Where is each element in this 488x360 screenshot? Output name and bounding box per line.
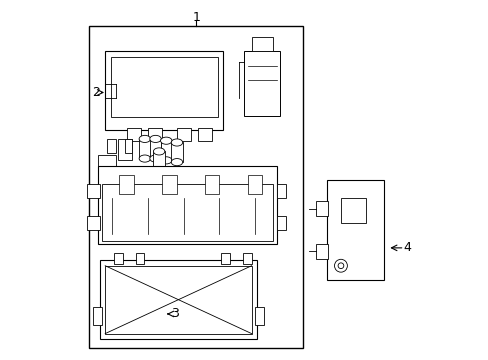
Bar	[148, 128, 162, 141]
Ellipse shape	[139, 135, 150, 143]
Bar	[110, 57, 217, 117]
Ellipse shape	[160, 157, 172, 164]
Ellipse shape	[153, 167, 164, 175]
Bar	[315, 244, 328, 258]
Ellipse shape	[160, 137, 172, 144]
Bar	[107, 139, 116, 153]
Bar	[162, 175, 176, 194]
Text: 1: 1	[192, 11, 200, 24]
Ellipse shape	[171, 139, 183, 146]
Bar	[247, 175, 262, 194]
Bar	[98, 166, 276, 244]
Bar	[110, 184, 119, 196]
Bar	[276, 184, 285, 198]
Bar	[103, 167, 118, 182]
Bar	[105, 51, 223, 130]
Text: 2: 2	[92, 86, 100, 99]
Bar	[221, 253, 230, 264]
Bar	[205, 175, 219, 194]
Ellipse shape	[153, 148, 164, 155]
Bar	[171, 143, 183, 162]
Bar	[276, 216, 285, 230]
Bar	[315, 202, 328, 216]
Bar	[87, 184, 100, 198]
Bar	[135, 253, 144, 264]
Circle shape	[337, 263, 343, 269]
Bar	[119, 175, 134, 194]
Bar	[126, 128, 141, 141]
Bar	[98, 175, 112, 193]
Bar	[251, 37, 272, 51]
Bar	[124, 139, 132, 153]
Bar	[102, 184, 272, 241]
Bar	[87, 216, 100, 230]
Bar	[89, 26, 303, 348]
Bar	[255, 307, 264, 325]
Ellipse shape	[149, 135, 161, 143]
Bar	[98, 155, 116, 171]
Ellipse shape	[149, 155, 161, 162]
Bar	[118, 139, 132, 160]
Bar	[105, 266, 251, 334]
Ellipse shape	[139, 155, 150, 162]
Bar	[340, 198, 365, 223]
Bar	[242, 253, 251, 264]
Bar	[153, 152, 164, 171]
Bar	[149, 139, 161, 158]
Bar	[100, 260, 257, 339]
Bar	[160, 141, 172, 160]
Bar	[114, 253, 123, 264]
Bar	[139, 139, 150, 158]
Ellipse shape	[171, 158, 183, 166]
Bar	[176, 128, 190, 141]
Text: 4: 4	[402, 241, 410, 255]
Bar	[326, 180, 383, 280]
Text: 3: 3	[170, 307, 179, 320]
Bar	[198, 128, 212, 141]
Circle shape	[334, 259, 346, 272]
Bar	[244, 51, 280, 116]
Bar	[93, 307, 102, 325]
